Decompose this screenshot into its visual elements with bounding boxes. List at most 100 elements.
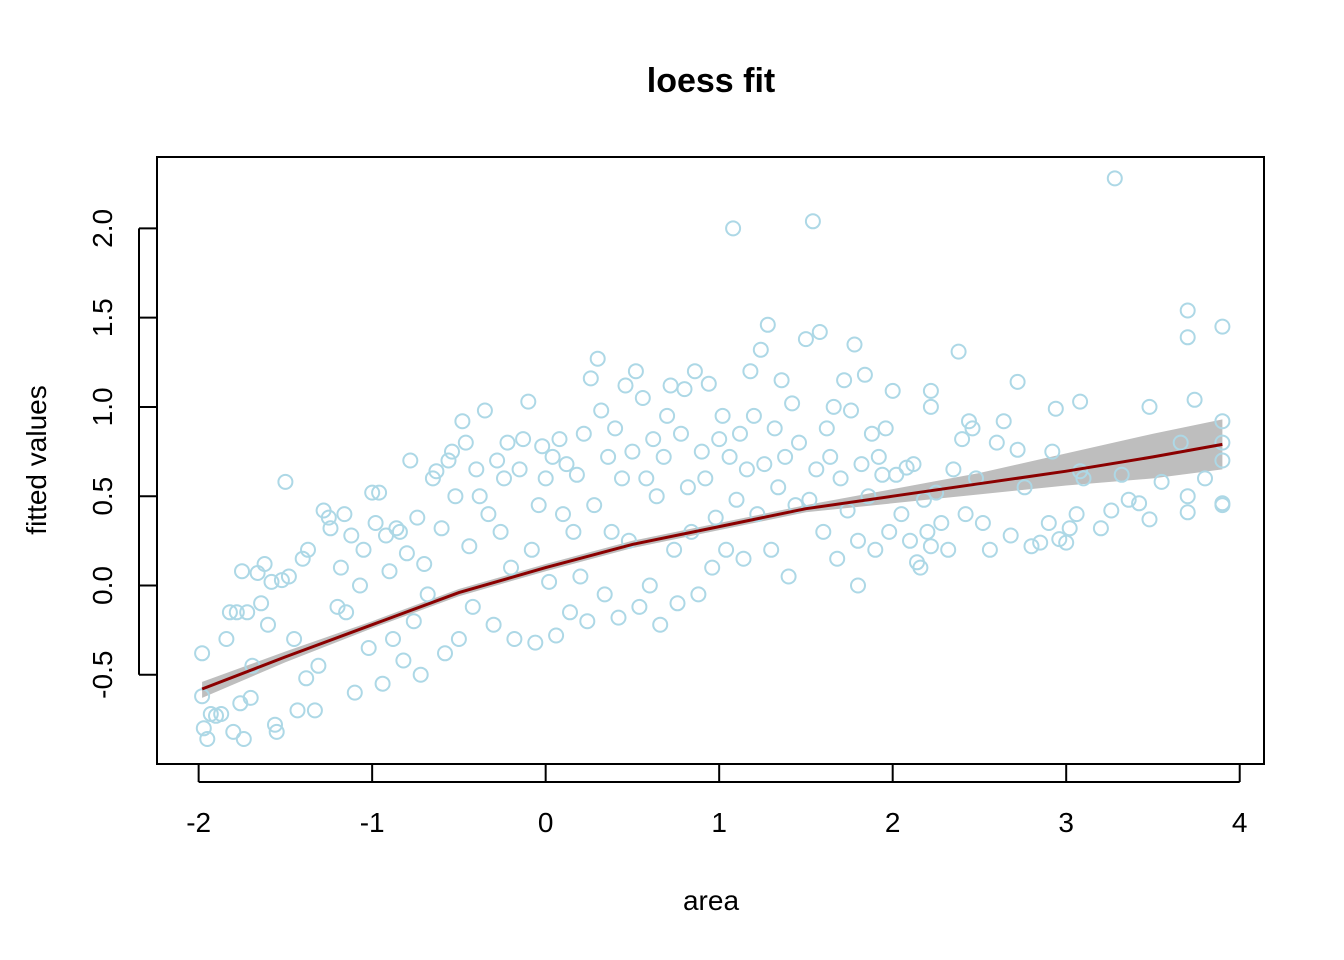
- data-point: [711, 431, 728, 448]
- data-point: [428, 463, 445, 480]
- data-point: [728, 491, 745, 508]
- data-point: [822, 448, 839, 465]
- data-point: [756, 456, 773, 473]
- data-point: [690, 586, 707, 603]
- data-point: [289, 702, 306, 719]
- data-point: [624, 443, 641, 460]
- confidence-band: [202, 419, 1223, 698]
- data-point: [673, 425, 689, 442]
- data-point: [306, 702, 323, 719]
- data-point: [548, 627, 565, 644]
- data-point: [631, 598, 648, 615]
- data-point: [277, 473, 294, 490]
- data-point: [617, 377, 634, 394]
- data-point: [412, 666, 429, 683]
- data-point: [1179, 329, 1196, 346]
- data-point: [374, 675, 391, 692]
- data-point: [579, 613, 596, 630]
- data-point: [468, 461, 485, 478]
- data-point: [843, 402, 859, 419]
- data-point: [586, 497, 603, 514]
- data-point: [1009, 373, 1026, 390]
- data-point: [450, 631, 467, 647]
- data-point: [1186, 391, 1203, 408]
- data-point: [745, 407, 762, 424]
- data-point: [770, 479, 787, 496]
- data-point: [343, 527, 360, 544]
- data-point: [735, 550, 752, 567]
- data-point: [836, 372, 853, 389]
- data-point: [954, 431, 971, 448]
- data-point: [933, 515, 950, 531]
- data-point: [562, 604, 578, 621]
- plot-frame: [156, 156, 1265, 765]
- data-point: [1214, 318, 1231, 335]
- data-point: [818, 420, 835, 437]
- x-tick-label: 0: [538, 807, 554, 838]
- x-tick-label: -2: [186, 807, 211, 838]
- data-point: [1179, 302, 1196, 319]
- data-point: [614, 470, 630, 487]
- data-point: [1172, 434, 1189, 451]
- data-point: [402, 452, 419, 469]
- data-point: [300, 541, 316, 558]
- data-point: [679, 479, 696, 496]
- data-point: [1153, 473, 1170, 490]
- data-point: [912, 559, 929, 576]
- data-point: [286, 631, 303, 647]
- data-point: [381, 563, 398, 580]
- data-point: [520, 393, 537, 410]
- data-point: [267, 716, 283, 733]
- data-point: [902, 532, 918, 549]
- data-point: [256, 556, 273, 572]
- data-point: [634, 390, 651, 406]
- data-point: [662, 377, 679, 394]
- data-point: [867, 541, 884, 558]
- data-point: [742, 363, 759, 380]
- data-point: [627, 363, 644, 380]
- data-point: [416, 556, 433, 572]
- data-point: [596, 586, 613, 603]
- chart-title: loess fit: [647, 62, 775, 100]
- data-point: [352, 577, 368, 594]
- data-point: [638, 470, 655, 487]
- data-point: [360, 640, 377, 656]
- data-point: [995, 413, 1012, 430]
- data-point: [1131, 495, 1148, 512]
- data-point: [228, 604, 245, 621]
- data-point: [860, 488, 877, 505]
- data-point: [1141, 398, 1158, 415]
- data-point: [558, 456, 575, 473]
- points-layer: [194, 170, 1231, 747]
- data-point: [263, 573, 280, 590]
- data-point: [551, 431, 568, 448]
- data-point: [655, 448, 672, 465]
- data-point: [378, 527, 394, 544]
- y-tick-label: 1.5: [87, 298, 118, 337]
- data-point: [922, 382, 939, 399]
- data-point: [808, 461, 825, 478]
- data-point: [870, 448, 887, 465]
- data-point: [1075, 470, 1092, 487]
- data-point: [221, 604, 238, 621]
- data-point: [398, 545, 415, 562]
- data-point: [405, 613, 422, 630]
- data-point: [492, 523, 509, 540]
- data-point: [863, 425, 880, 442]
- data-point: [534, 438, 551, 455]
- data-point: [1214, 434, 1231, 451]
- data-point: [503, 559, 519, 576]
- x-tick-label: 3: [1058, 807, 1074, 838]
- y-tick-label: 2.0: [87, 209, 118, 248]
- data-point: [575, 425, 592, 442]
- data-point: [322, 520, 339, 537]
- data-point: [346, 684, 363, 701]
- loess-fit-line: [201, 442, 1223, 691]
- y-tick-label: 1.0: [87, 387, 118, 426]
- data-point: [485, 616, 502, 633]
- data-point: [759, 316, 776, 333]
- data-point: [555, 506, 571, 523]
- data-point: [620, 532, 637, 549]
- data-point: [476, 402, 493, 419]
